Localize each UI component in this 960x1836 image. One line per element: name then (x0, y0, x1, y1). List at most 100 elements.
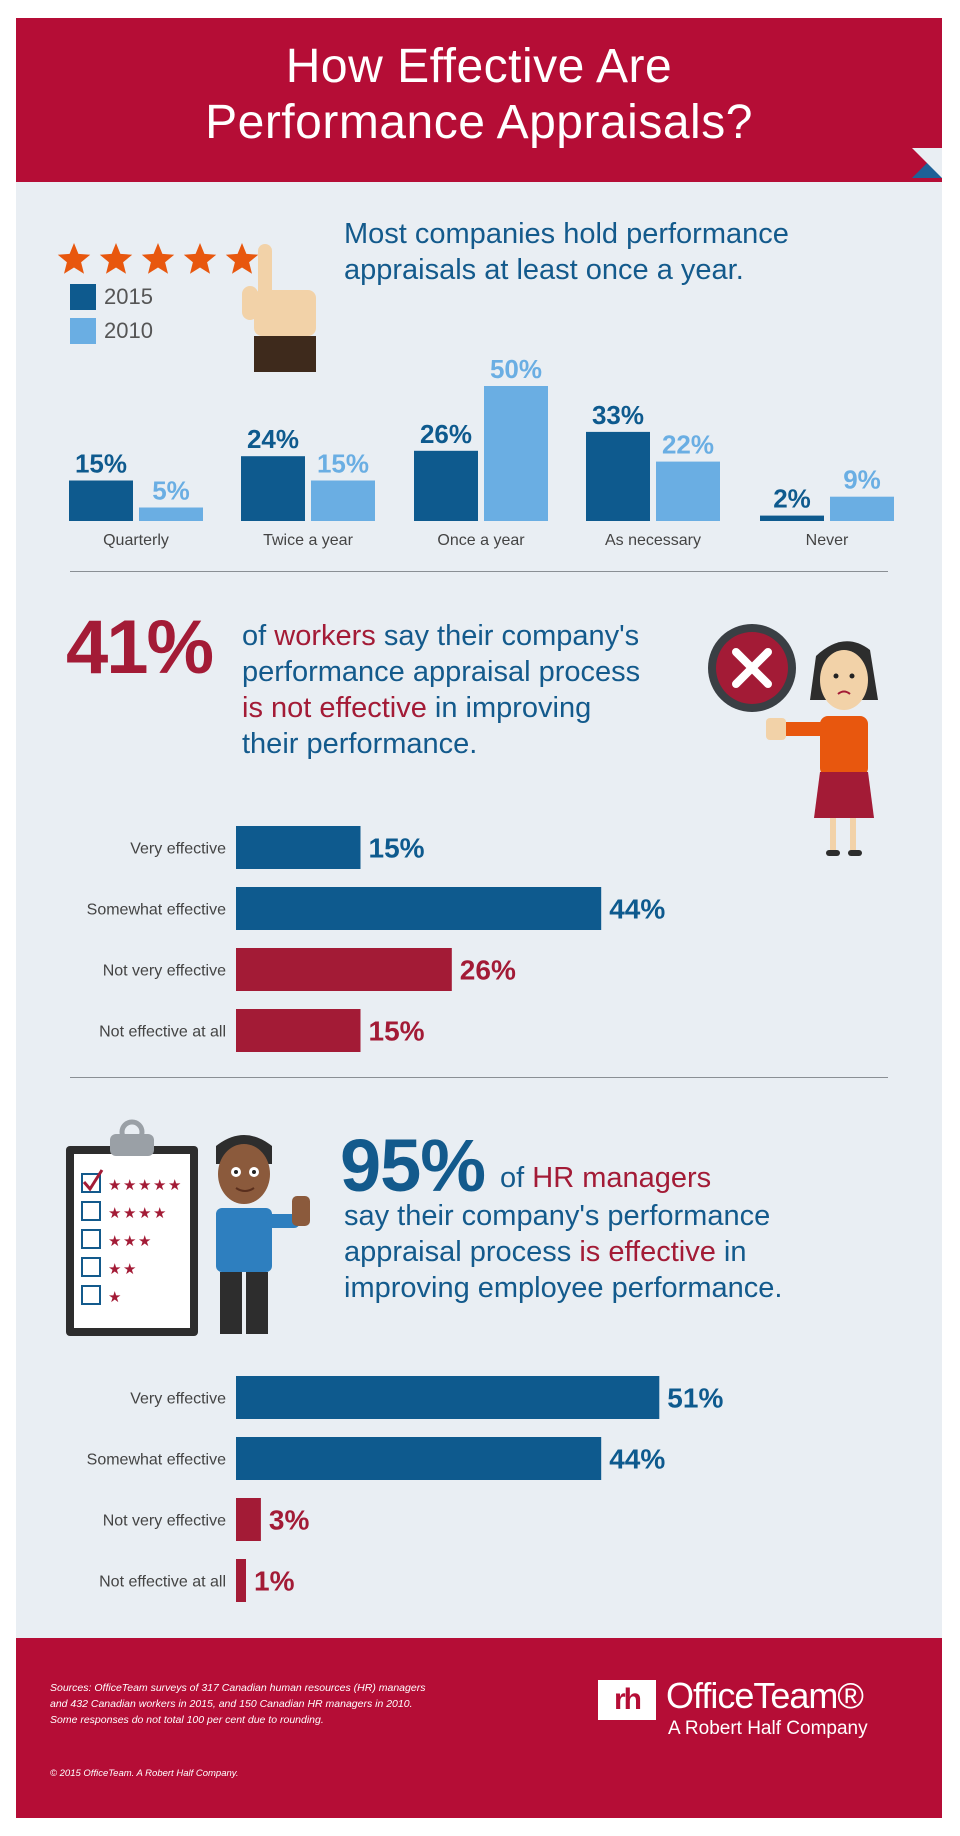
section3-is-effective: is effective (579, 1236, 716, 1268)
header-banner: How Effective Are Performance Appraisals… (16, 18, 942, 182)
rating-star-icon: ★ (123, 1260, 136, 1278)
hr-managers-effectiveness-chart: Very effective 51% Somewhat effective 44% No… (87, 1376, 723, 1602)
title-line-2: Performance Appraisals? (205, 96, 753, 149)
section3-line1-a: of (500, 1162, 533, 1194)
section3-line2: say their company's performance (344, 1200, 771, 1232)
value-label-never-2010: 9% (843, 465, 881, 495)
bar-very-effective (236, 826, 361, 869)
rating-star-icon: ★ (123, 1204, 136, 1222)
section2-line1-c: say their company's (375, 620, 640, 652)
value-label-very-effective: 15% (369, 833, 425, 864)
sources-note: Sources: OfficeTeam surveys of 317 Canad… (50, 1680, 490, 1728)
rating-star-icon: ★ (138, 1176, 151, 1194)
value-label-not-very-effective: 26% (460, 955, 516, 986)
section3-statement: say their company's performance appraisa… (344, 1198, 782, 1306)
rating-star-icon: ★ (153, 1204, 166, 1222)
section3-line3-c: in (715, 1236, 747, 1268)
divider-2 (70, 1077, 888, 1078)
value-label-somewhat-effective: 44% (609, 894, 665, 925)
section3-line1: of HR managers (500, 1160, 711, 1196)
rating-star-icon: ★ (123, 1232, 136, 1250)
row-label-somewhat-effective: Somewhat effective (87, 1452, 226, 1469)
section1-headline-line2: appraisals at least once a year. (344, 254, 744, 286)
hand-pointing-icon (242, 244, 316, 372)
row-label-not-effective-at-all: Not effective at all (99, 1024, 226, 1041)
star-icon (225, 243, 259, 274)
section2-line4: their performance. (242, 728, 478, 760)
checkbox-icon (81, 1201, 101, 1221)
star-icon (141, 243, 175, 274)
row-label-not-effective-at-all: Not effective at all (99, 1574, 226, 1591)
rating-star-icon: ★ (108, 1204, 121, 1222)
copyright: © 2015 OfficeTeam. A Robert Half Company… (50, 1768, 239, 1779)
row-label-not-very-effective: Not very effective (103, 1513, 226, 1530)
category-label-never: Never (806, 532, 849, 549)
bar-as-necessary-2010 (656, 461, 720, 521)
x-mark-icon (708, 624, 796, 712)
bar-never-2010 (830, 496, 894, 521)
category-label-as-necessary: As necessary (605, 532, 701, 549)
row-label-somewhat-effective: Somewhat effective (87, 902, 226, 919)
officeteam-logo-text: OfficeTeam® (666, 1675, 864, 1716)
rating-star-icon: ★ (138, 1204, 151, 1222)
row-label-very-effective: Very effective (130, 1391, 226, 1408)
sources-line2: and 432 Canadian workers in 2015, and 15… (50, 1698, 413, 1710)
corner-fold-cut (912, 148, 942, 178)
section2-big-stat: 41% (66, 605, 214, 690)
value-label-twice-a-year-2015: 24% (247, 424, 299, 454)
sources-line1: Sources: OfficeTeam surveys of 317 Canad… (50, 1682, 426, 1694)
legend-label-2010: 2010 (104, 318, 153, 343)
bar-twice-a-year-2015 (241, 456, 305, 521)
five-stars-icon (57, 243, 316, 372)
category-label-once-a-year: Once a year (437, 532, 525, 549)
value-label-once-a-year-2010: 50% (490, 354, 542, 384)
value-label-somewhat-effective: 44% (609, 1444, 665, 1475)
rating-star-icon: ★ (108, 1176, 121, 1194)
category-label-quarterly: Quarterly (103, 532, 169, 549)
section2-not-effective: is not effective (242, 692, 427, 724)
rating-star-icon: ★ (153, 1176, 166, 1194)
section3-big-stat: 95% (340, 1124, 486, 1207)
section3-line3: appraisal process is effective in (344, 1234, 782, 1270)
workers-effectiveness-chart: Very effective 15% Somewhat effective 44% No… (87, 826, 665, 1052)
value-label-very-effective: 51% (667, 1383, 723, 1414)
bar-as-necessary-2015 (586, 431, 650, 521)
title-line-1: How Effective Are (285, 40, 673, 93)
bar-quarterly-2015 (69, 480, 133, 521)
row-label-not-very-effective: Not very effective (103, 963, 226, 980)
legend-swatch-2015 (70, 284, 96, 310)
bar-not-effective-at-all (236, 1009, 361, 1052)
footer: Sources: OfficeTeam surveys of 317 Canad… (16, 1638, 942, 1818)
rating-star-icon: ★ (108, 1232, 121, 1250)
bar-somewhat-effective (236, 887, 602, 930)
value-label-as-necessary-2010: 22% (662, 430, 714, 460)
star-icon (183, 243, 217, 274)
rh-logo-icon: rh (598, 1680, 656, 1720)
section1-headline: Most companies hold performance appraisa… (344, 216, 789, 288)
section2-line3-b: in improving (426, 692, 592, 724)
section2-line1: of workers say their company's (242, 618, 640, 654)
infographic: How Effective Are Performance Appraisals… (16, 18, 942, 1818)
row-label-very-effective: Very effective (130, 841, 226, 858)
section2-workers: workers (274, 620, 376, 652)
star-icon (57, 243, 91, 274)
legend-label-2015: 2015 (104, 284, 153, 309)
logo-subtitle: A Robert Half Company (668, 1718, 868, 1739)
rating-star-icon: ★ (138, 1232, 151, 1250)
bar-never-2015 (760, 515, 824, 521)
bar-once-a-year-2015 (414, 450, 478, 521)
man-thumbs-up-icon (216, 1135, 310, 1334)
bar-twice-a-year-2010 (311, 480, 375, 521)
value-label-never-2015: 2% (773, 484, 811, 514)
frequency-bar-chart: 15% 5% Quarterly 24% 15% Twice a year 26% 50% On… (69, 354, 894, 549)
bar-somewhat-effective (236, 1437, 602, 1480)
section3-hr-managers: HR managers (532, 1162, 712, 1194)
checkbox-icon (81, 1285, 101, 1305)
section3-line4: improving employee performance. (344, 1272, 783, 1304)
value-label-twice-a-year-2010: 15% (317, 449, 369, 479)
rating-star-icon: ★ (123, 1176, 136, 1194)
divider-1 (70, 571, 888, 572)
bar-not-effective-at-all (236, 1559, 246, 1602)
star-icon (99, 243, 133, 274)
value-label-not-very-effective: 3% (269, 1505, 310, 1536)
